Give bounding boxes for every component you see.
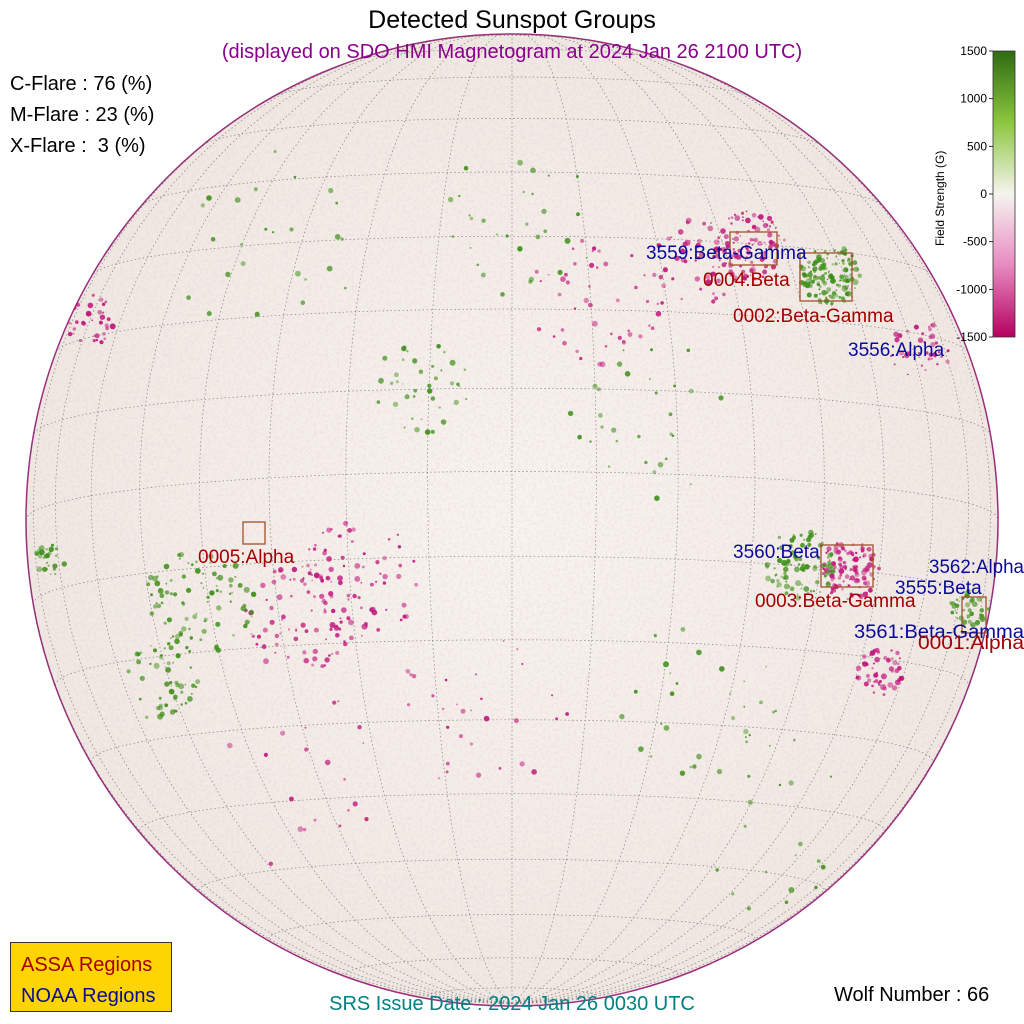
magnetic-activity <box>34 150 991 911</box>
colorbar-tick-label: 0 <box>980 187 987 201</box>
colorbar-title: Field Strength (G) <box>933 151 947 246</box>
figure-subtitle: (displayed on SDO HMI Magnetogram at 202… <box>221 41 803 63</box>
box-0001 <box>961 596 987 634</box>
heliographic-grid <box>26 34 998 1004</box>
wolf-number: Wolf Number : 66 <box>834 984 990 1006</box>
legend-assa: ASSA Regions <box>21 954 153 976</box>
noaa-label-3562: 3562:Alpha <box>929 557 1024 578</box>
colorbar-tick-label: -1500 <box>956 330 987 344</box>
srs-issue-date: SRS Issue Date : 2024 Jan 26 0030 UTC <box>329 993 695 1015</box>
region-labels: 3559:Beta-Gamma 0004:Beta 0002:Beta-Gamm… <box>198 243 1024 654</box>
colorbar-tick-label: 1500 <box>960 44 987 58</box>
region-legend: ASSA Regions NOAA Regions <box>10 942 172 1012</box>
box-0003 <box>820 544 874 588</box>
assa-label-0002: 0002:Beta-Gamma <box>733 306 894 327</box>
box-0004 <box>729 231 778 266</box>
assa-label-0003: 0003:Beta-Gamma <box>755 591 916 612</box>
colorbar-ticks: 1500 1000 500 0 -500 -1000 -1500 <box>956 44 993 344</box>
noaa-label-3560: 3560:Beta <box>733 542 820 563</box>
noaa-label-3559: 3559:Beta-Gamma <box>646 243 807 264</box>
x-flare-probability: X-Flare : 3 (%) <box>10 135 146 157</box>
region-boxes <box>242 231 987 634</box>
noaa-label-3561: 3561:Beta-Gamma <box>854 622 1024 643</box>
m-flare-probability: M-Flare : 23 (%) <box>10 104 155 126</box>
colorbar-tick-label: 500 <box>967 139 987 153</box>
assa-label-0005: 0005:Alpha <box>198 547 295 568</box>
colorbar-tick-label: 1000 <box>960 92 987 106</box>
colorbar-gradient <box>992 50 1016 338</box>
noaa-label-3556: 3556:Alpha <box>848 340 945 361</box>
solar-disk <box>25 33 999 1007</box>
box-0002 <box>799 252 853 302</box>
colorbar-tick-label: -1000 <box>956 282 987 296</box>
box-0005 <box>242 521 266 545</box>
colorbar: Field Strength (G) 1500 1000 500 0 -500 -1000… <box>933 44 1016 344</box>
legend-noaa: NOAA Regions <box>21 985 156 1007</box>
assa-label-0004: 0004:Beta <box>703 270 790 291</box>
assa-label-0001: 0001:Alpha <box>918 633 1024 654</box>
c-flare-probability: C-Flare : 76 (%) <box>10 73 153 95</box>
figure-title: Detected Sunspot Groups <box>368 6 656 34</box>
noaa-label-3555: 3555:Beta <box>895 578 982 599</box>
colorbar-tick-label: -500 <box>963 235 987 249</box>
